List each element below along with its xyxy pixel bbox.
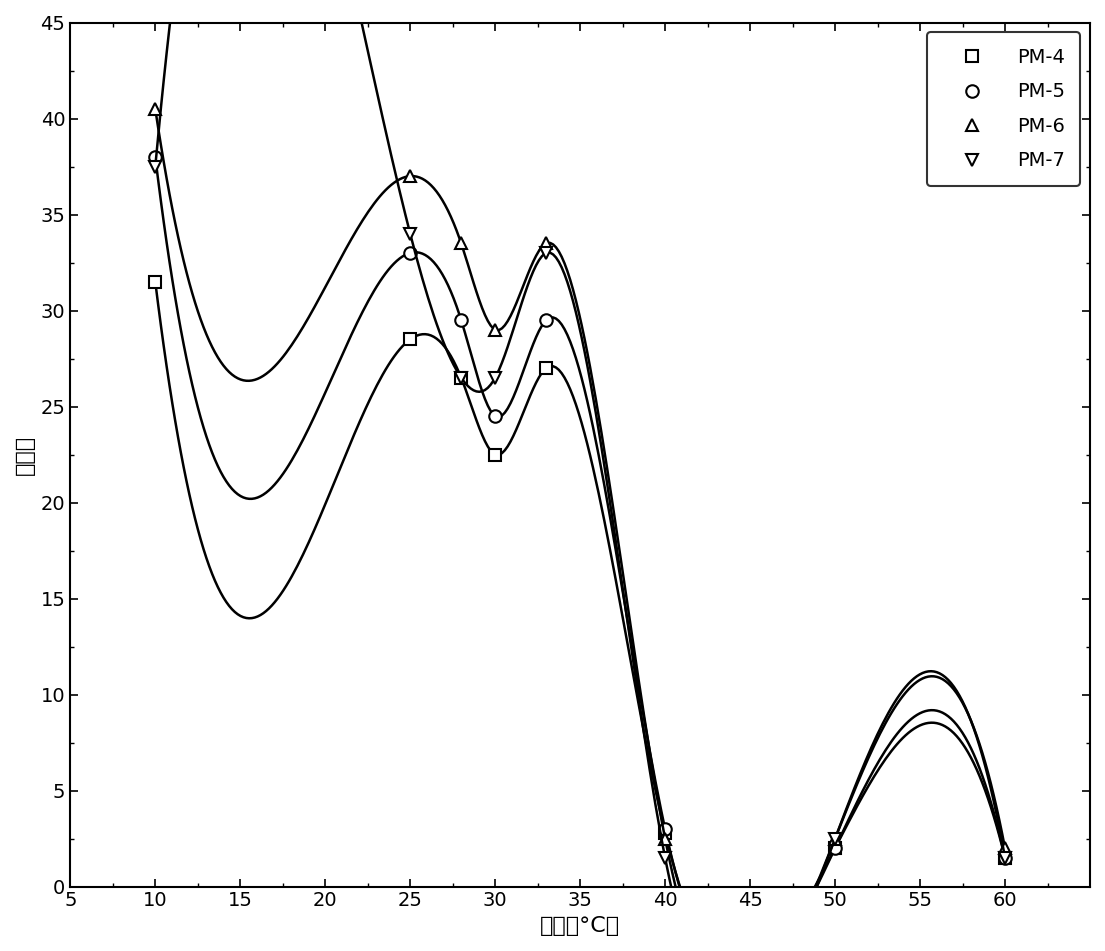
PM-7 xyxy=(403,228,417,240)
PM-5 xyxy=(829,843,842,854)
PM-5 xyxy=(403,247,417,259)
PM-7 xyxy=(999,852,1012,864)
PM-4 xyxy=(149,276,162,287)
PM-4 xyxy=(403,334,417,345)
PM-5 xyxy=(539,315,552,326)
PM-6 xyxy=(403,170,417,182)
PM-6 xyxy=(999,843,1012,854)
Line: PM-4: PM-4 xyxy=(149,276,1011,864)
Legend: PM-4, PM-5, PM-6, PM-7: PM-4, PM-5, PM-6, PM-7 xyxy=(927,32,1081,186)
PM-7 xyxy=(149,161,162,172)
X-axis label: 温度（°C）: 温度（°C） xyxy=(540,916,620,936)
PM-5 xyxy=(149,151,162,163)
PM-7 xyxy=(454,372,467,383)
PM-6 xyxy=(659,833,672,844)
PM-7 xyxy=(829,833,842,844)
PM-4 xyxy=(488,449,502,460)
PM-5 xyxy=(454,315,467,326)
Line: PM-5: PM-5 xyxy=(149,150,1011,864)
PM-4 xyxy=(539,362,552,374)
PM-5 xyxy=(659,824,672,835)
PM-4 xyxy=(999,852,1012,864)
PM-6 xyxy=(149,104,162,115)
PM-4 xyxy=(659,827,672,839)
PM-6 xyxy=(829,833,842,844)
Y-axis label: 溶胀率: 溶胀率 xyxy=(15,435,35,475)
PM-6 xyxy=(539,238,552,249)
Line: PM-6: PM-6 xyxy=(149,103,1011,854)
PM-7 xyxy=(488,372,502,383)
PM-4 xyxy=(454,372,467,383)
PM-7 xyxy=(659,852,672,864)
PM-5 xyxy=(999,852,1012,864)
PM-5 xyxy=(488,411,502,422)
PM-6 xyxy=(488,324,502,336)
PM-7 xyxy=(539,247,552,259)
PM-4 xyxy=(829,843,842,854)
PM-6 xyxy=(454,238,467,249)
Line: PM-7: PM-7 xyxy=(149,161,1011,864)
